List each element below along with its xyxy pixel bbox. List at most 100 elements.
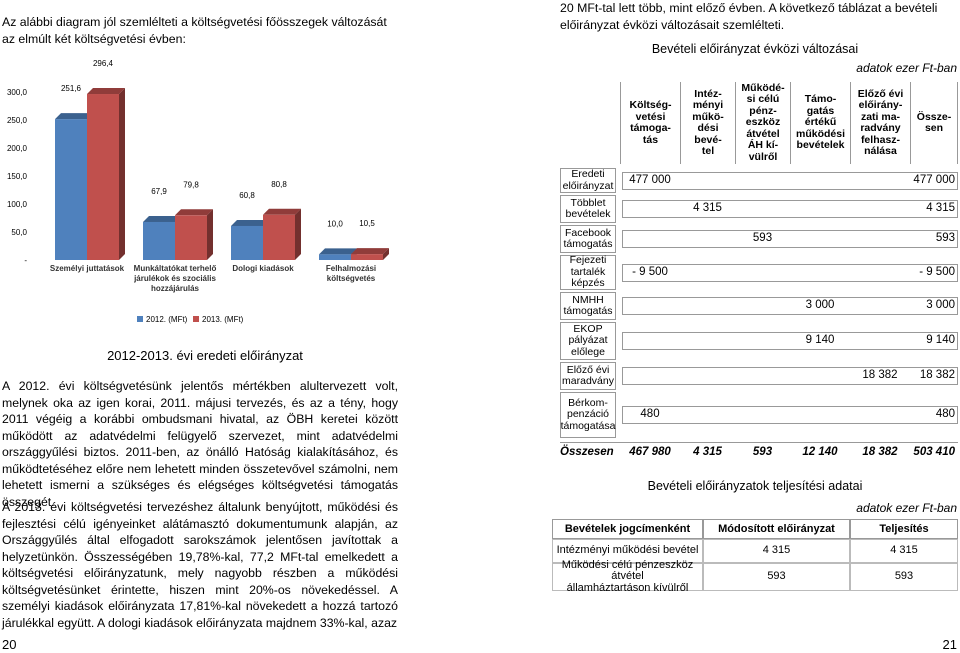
unit-note: adatok ezer Ft-ban (856, 61, 957, 75)
row-label: Előző évi maradvány (560, 362, 616, 390)
value-label: 10,5 (359, 219, 375, 228)
total-label: Összesen (560, 446, 614, 458)
bar-top (87, 88, 125, 95)
legend-label: 2012. (MFt) (146, 315, 188, 324)
table-cell: 480 (640, 408, 660, 420)
bar-top (351, 248, 389, 255)
table-cell: 4 315 (693, 202, 722, 214)
row-box (622, 171, 958, 190)
row-box (622, 406, 958, 424)
column-header: Előző évi előirány- zati ma- radvány fel… (850, 82, 910, 164)
y-tick-label: 100,0 (7, 200, 28, 209)
total-cell: 593 (752, 446, 773, 458)
row-box (622, 263, 958, 282)
row-label: Többlet bevételek (560, 195, 616, 223)
table-cell: 480 (935, 408, 955, 420)
legend-label: 2013. (MFt) (202, 315, 244, 324)
x-tick-label: Munkáltatókat terhelő járulékok és szoci… (133, 264, 217, 293)
bar (263, 214, 295, 260)
x-tick-label: Személyi juttatások (49, 264, 125, 273)
x-tick-label: Dologi kiadások (232, 264, 294, 273)
y-tick-label: - (24, 256, 27, 265)
table-cell: - 9 500 (632, 265, 668, 278)
row-label: Facebook támogatás (560, 225, 616, 253)
value-label: 79,8 (183, 180, 199, 189)
paragraph: A 2013. évi költségvetési tervezéshez ál… (2, 500, 398, 630)
bar-top (263, 208, 301, 215)
bar-side (383, 248, 389, 260)
column-header: Teljesítés (850, 519, 958, 539)
bar-side (207, 209, 213, 260)
row-box (622, 332, 958, 350)
total-cell: 18 382 (862, 446, 898, 458)
table-cell: 477 000 (629, 173, 671, 186)
table-cell: Működési célú pénzeszköz átvétel államhá… (552, 559, 703, 594)
row-label: NMHH támogatás (560, 292, 616, 320)
bar-side (119, 88, 125, 261)
bar (55, 119, 87, 260)
intro-text: Az alábbi diagram jól szemlélteti a költ… (2, 15, 387, 46)
bar (175, 215, 207, 260)
table-cell: 3 000 (805, 299, 835, 311)
bar-top (55, 113, 93, 120)
intro-text: 20 MFt-tal lett több, mint előző évben. … (560, 1, 938, 32)
bar (231, 225, 263, 260)
table-cell: - 9 500 (919, 265, 955, 278)
rule (560, 442, 958, 443)
bar-side (295, 208, 301, 260)
table-cell: Intézményi működési bevétel (552, 539, 703, 563)
row-label: Fejezeti tartalék képzés (560, 255, 616, 290)
total-cell: 12 140 (802, 446, 838, 458)
column-header: Intéz- ményi műkö- dési bevé- tel (680, 82, 735, 164)
value-label: 60,8 (239, 191, 255, 200)
value-label: 67,9 (151, 187, 167, 196)
table-cell: 593 (850, 563, 958, 591)
table-cell: 3 000 (926, 299, 955, 311)
value-label: 251,6 (61, 84, 82, 93)
y-tick-label: 150,0 (7, 172, 28, 181)
column-header: Támo- gatás értékű működési bevételek (790, 82, 850, 164)
legend-swatch (137, 316, 143, 322)
table-cell: 593 (703, 563, 850, 591)
total-cell: 467 980 (629, 446, 671, 458)
table-cell: 593 (935, 232, 955, 244)
value-label: 296,4 (93, 59, 114, 68)
legend-swatch (193, 316, 199, 322)
table-cell: 4 315 (703, 539, 850, 563)
y-tick-label: 300,0 (7, 88, 28, 97)
x-tick-label: Felhalmozási költségvetés (325, 264, 377, 283)
table-cell: 9 140 (926, 334, 955, 346)
bar (351, 254, 383, 260)
chart-title: 2012-2013. évi eredeti előirányzat (107, 348, 303, 363)
row-box (622, 297, 958, 315)
bar-top (319, 248, 357, 255)
table-cell: 9 140 (805, 334, 835, 346)
row-box (622, 367, 958, 385)
y-tick-label: 200,0 (7, 144, 28, 153)
y-tick-label: 250,0 (7, 116, 28, 125)
column-header: Bevételek jogcímenként (552, 519, 703, 539)
value-label: 10,0 (327, 219, 343, 228)
total-cell: 4 315 (693, 446, 722, 458)
y-tick-label: 50,0 (11, 228, 27, 237)
bar-top (143, 215, 181, 222)
bar (143, 221, 175, 260)
column-header: Módosított előirányzat (703, 519, 850, 539)
bar (87, 94, 119, 261)
paragraph: A 2012. évi költségvetésünk jelentős mér… (2, 379, 398, 509)
total-cell: 503 410 (913, 446, 955, 458)
unit-note: adatok ezer Ft-ban (856, 501, 957, 515)
table-cell: 4 315 (850, 539, 958, 563)
table-title: Bevételi előirányzat évközi változásai (651, 42, 859, 56)
page-number: 21 (942, 637, 957, 652)
table-title: Bevételi előirányzatok teljesítési adata… (647, 479, 863, 493)
page-number: 20 (2, 637, 17, 652)
table-cell: 18 382 (862, 369, 898, 381)
bar (319, 254, 351, 260)
row-box (622, 200, 958, 218)
table-cell: 593 (752, 232, 773, 244)
value-label: 80,8 (271, 180, 287, 189)
row-label: Eredeti előirányzat (560, 168, 616, 193)
row-box (622, 230, 958, 248)
